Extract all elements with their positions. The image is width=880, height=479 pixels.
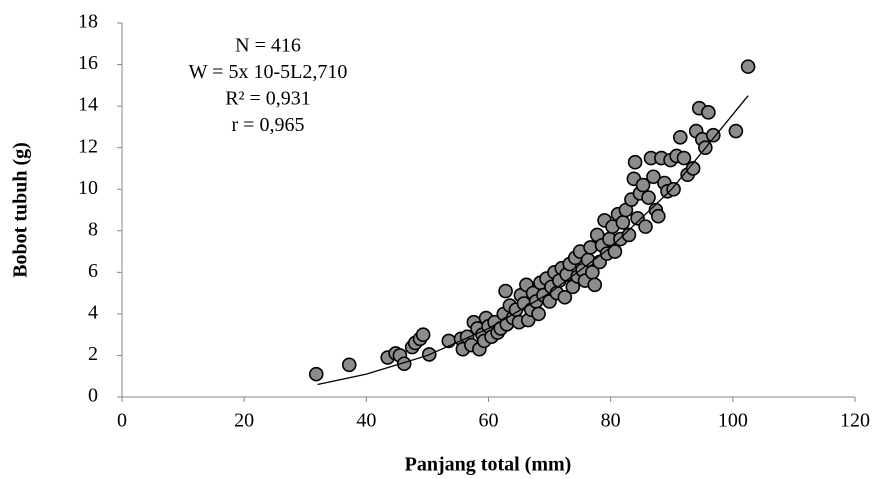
y-tick-label: 0 [88,385,98,407]
data-point [607,244,623,259]
annotation: W = 5x 10-5L2,710 [189,61,348,83]
data-point [557,289,573,305]
data-point [676,150,692,166]
data-point [641,190,656,205]
data-point [531,306,546,322]
y-tick-label: 8 [88,218,98,240]
annotation: N = 416 [235,35,301,57]
data-point [621,227,637,243]
data-point [587,277,603,293]
data-point [627,154,643,170]
y-tick-label: 4 [88,301,98,323]
x-tick-label: 60 [479,410,499,432]
trendline [317,95,749,386]
x-tick-label: 0 [117,410,127,432]
data-point [705,127,721,143]
y-tick-label: 2 [88,343,98,365]
x-tick-label: 80 [601,410,621,432]
data-point [728,123,744,139]
x-tick-label: 120 [840,410,870,432]
data-point [666,181,681,197]
x-tick-label: 40 [356,410,376,432]
x-tick-label: 20 [234,410,254,432]
x-axis-title: Panjang total (mm) [405,454,572,476]
data-point [651,208,666,224]
data-point [635,177,651,193]
y-tick-label: 12 [78,135,98,157]
data-point [396,356,412,372]
data-point [701,105,716,120]
y-axis-title: Bobot tubuh (g) [10,142,32,278]
data-point [341,357,357,373]
data-point [308,366,324,382]
y-tick-label: 10 [78,177,98,199]
x-tick-label: 100 [718,410,748,432]
data-point [498,283,513,299]
y-tick-label: 18 [78,11,98,33]
y-tick-label: 6 [88,260,98,282]
data-point [615,215,631,230]
data-point [583,240,598,255]
annotation: r = 0,965 [232,114,305,136]
y-tick-label: 14 [78,94,98,116]
data-point [415,327,431,342]
data-point [685,161,701,176]
data-point [646,169,661,185]
data-point [673,129,688,145]
y-tick-label: 16 [78,52,98,74]
data-point [638,219,653,234]
annotation: R² = 0,931 [225,88,311,110]
data-point [740,59,756,74]
